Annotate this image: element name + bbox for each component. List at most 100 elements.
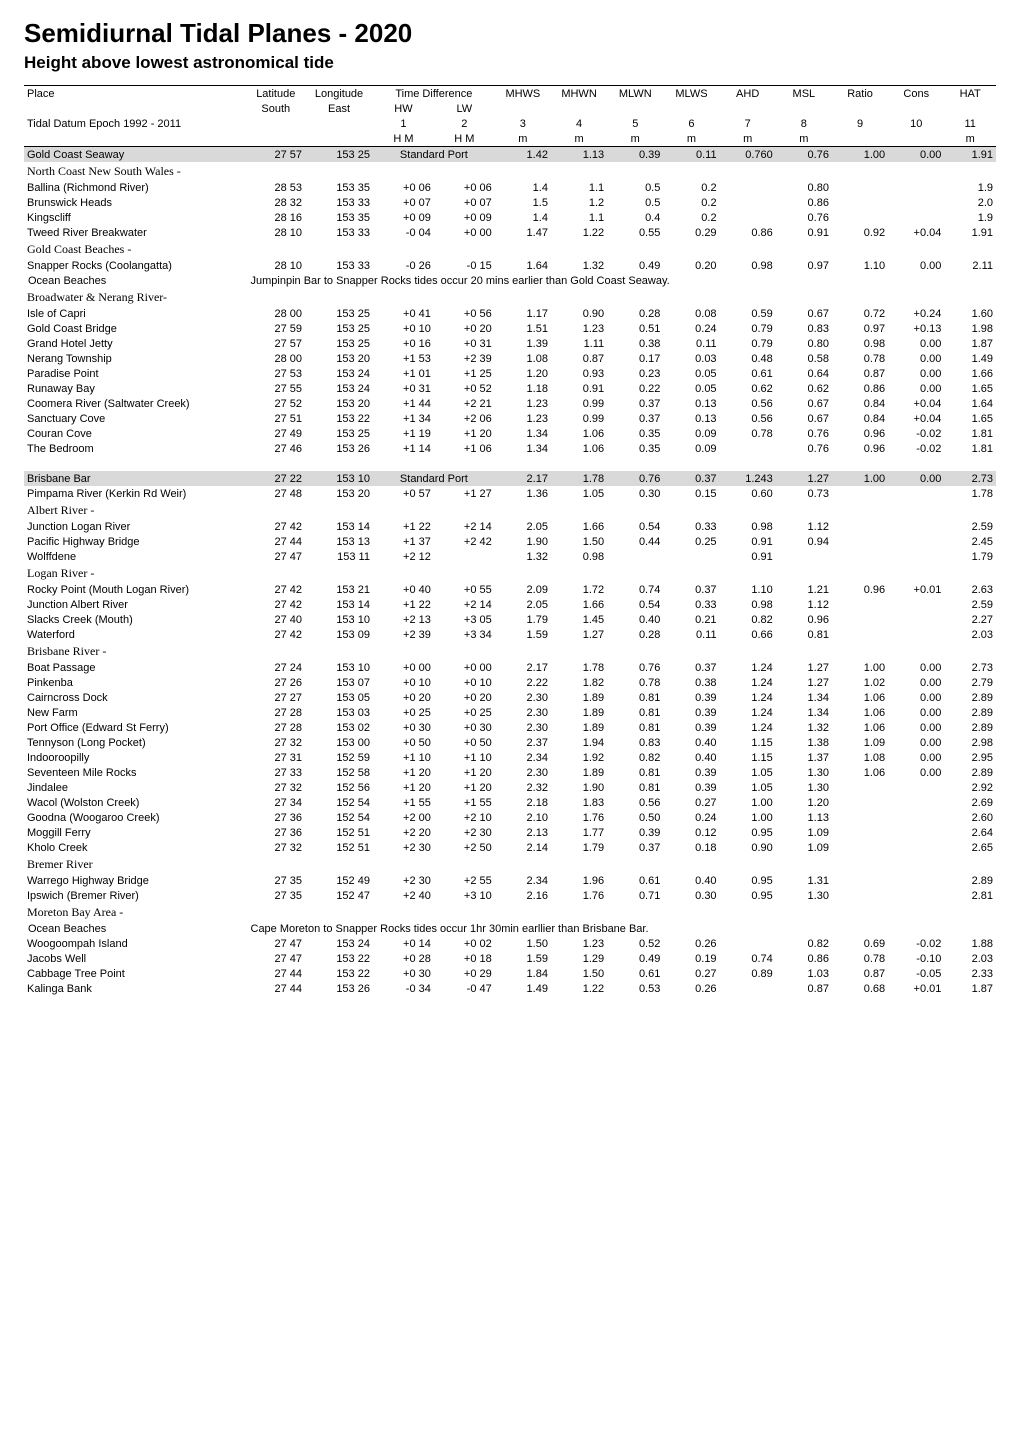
table-row: North Coast New South Wales - — [24, 162, 996, 180]
place-name: Junction Albert River — [24, 597, 247, 612]
place-name: Indooroopilly — [24, 750, 247, 765]
place-name: Tweed River Breakwater — [24, 225, 247, 240]
place-name: Runaway Bay — [24, 381, 247, 396]
table-row: Junction Logan River27 42153 14+1 22+2 1… — [24, 519, 996, 534]
table-row: Broadwater & Nerang River- — [24, 288, 996, 306]
place-name: Waterford — [24, 627, 247, 642]
table-row: Rocky Point (Mouth Logan River)27 42153 … — [24, 582, 996, 597]
place-name: Brisbane Bar — [24, 471, 247, 486]
page-title: Semidiurnal Tidal Planes - 2020 — [24, 18, 996, 49]
place-name: Wolffdene — [24, 549, 247, 564]
place-name: Pimpama River (Kerkin Rd Weir) — [24, 486, 247, 501]
table-row: Gold Coast Beaches - — [24, 240, 996, 258]
table-row: Seventeen Mile Rocks27 33152 58+1 20+1 2… — [24, 765, 996, 780]
table-row: Moreton Bay Area - — [24, 903, 996, 921]
table-body: Gold Coast Seaway27 57153 25Standard Por… — [24, 147, 996, 997]
table-row: Couran Cove27 49153 25+1 19+1 201.341.06… — [24, 426, 996, 441]
table-row: Gold Coast Seaway27 57153 25Standard Por… — [24, 147, 996, 163]
table-row: Gold Coast Bridge27 59153 25+0 10+0 201.… — [24, 321, 996, 336]
place-name: Moggill Ferry — [24, 825, 247, 840]
table-row: Snapper Rocks (Coolangatta)28 10153 33-0… — [24, 258, 996, 273]
place-name: Warrego Highway Bridge — [24, 873, 247, 888]
place-name: Seventeen Mile Rocks — [24, 765, 247, 780]
place-name: Paradise Point — [24, 366, 247, 381]
place-name: Goodna (Woogaroo Creek) — [24, 810, 247, 825]
table-row: Paradise Point27 53153 24+1 01+1 251.200… — [24, 366, 996, 381]
section-label: Bremer River — [24, 855, 996, 873]
table-row: Sanctuary Cove27 51153 22+1 34+2 061.230… — [24, 411, 996, 426]
place-name: Slacks Creek (Mouth) — [24, 612, 247, 627]
table-row: Coomera River (Saltwater Creek)27 52153 … — [24, 396, 996, 411]
place-name: Ipswich (Bremer River) — [24, 888, 247, 903]
table-row: Pacific Highway Bridge27 44153 13+1 37+2… — [24, 534, 996, 549]
table-row: Indooroopilly27 31152 59+1 10+1 102.341.… — [24, 750, 996, 765]
place-name: Port Office (Edward St Ferry) — [24, 720, 247, 735]
place-name: Pacific Highway Bridge — [24, 534, 247, 549]
table-row: Wacol (Wolston Creek)27 34152 54+1 55+1 … — [24, 795, 996, 810]
place-name: Cabbage Tree Point — [24, 966, 247, 981]
hdr-msl: MSL — [776, 86, 832, 102]
hdr-hat: HAT — [944, 86, 996, 102]
table-row: Logan River - — [24, 564, 996, 582]
table-row: Brunswick Heads28 32153 33+0 07+0 071.51… — [24, 195, 996, 210]
hdr-mhwn: MHWN — [551, 86, 607, 102]
table-row: Wolffdene27 47153 11+2 121.320.980.911.7… — [24, 549, 996, 564]
table-row: The Bedroom27 46153 26+1 14+1 061.341.06… — [24, 441, 996, 456]
place-name: The Bedroom — [24, 441, 247, 456]
note-text: Jumpinpin Bar to Snapper Rocks tides occ… — [247, 273, 997, 288]
standard-port-label: Standard Port — [373, 471, 495, 486]
hdr-mlwn: MLWN — [607, 86, 663, 102]
table-row — [24, 456, 996, 471]
place-name: Jacobs Well — [24, 951, 247, 966]
section-label: North Coast New South Wales - — [24, 162, 996, 180]
page: Semidiurnal Tidal Planes - 2020 Height a… — [0, 0, 1020, 1020]
table-row: Cabbage Tree Point27 44153 22+0 30+0 291… — [24, 966, 996, 981]
place-name: New Farm — [24, 705, 247, 720]
table-row: New Farm27 28153 03+0 25+0 252.301.890.8… — [24, 705, 996, 720]
table-row: Jacobs Well27 47153 22+0 28+0 181.591.29… — [24, 951, 996, 966]
table-row: Woogoompah Island27 47153 24+0 14+0 021.… — [24, 936, 996, 951]
place-name: Isle of Capri — [24, 306, 247, 321]
section-label: Gold Coast Beaches - — [24, 240, 996, 258]
table-row: Grand Hotel Jetty27 57153 25+0 16+0 311.… — [24, 336, 996, 351]
hdr-mhws: MHWS — [495, 86, 551, 102]
table-row: Waterford27 42153 09+2 39+3 341.591.270.… — [24, 627, 996, 642]
table-row: Brisbane River - — [24, 642, 996, 660]
standard-port-label: Standard Port — [373, 147, 495, 163]
table-row: Kholo Creek27 32152 51+2 30+2 502.141.79… — [24, 840, 996, 855]
table-row: Cairncross Dock27 27153 05+0 20+0 202.30… — [24, 690, 996, 705]
place-name: Jindalee — [24, 780, 247, 795]
table-row: Warrego Highway Bridge27 35152 49+2 30+2… — [24, 873, 996, 888]
hdr-place: Place — [24, 86, 247, 102]
hdr-hw: HW — [373, 101, 434, 116]
page-subtitle: Height above lowest astronomical tide — [24, 53, 996, 73]
place-name: Kholo Creek — [24, 840, 247, 855]
table-row: Jindalee27 32152 56+1 20+1 202.321.900.8… — [24, 780, 996, 795]
table-row: Ipswich (Bremer River)27 35152 47+2 40+3… — [24, 888, 996, 903]
note-text: Cape Moreton to Snapper Rocks tides occu… — [247, 921, 997, 936]
table-row: Ballina (Richmond River)28 53153 35+0 06… — [24, 180, 996, 195]
hdr-ahd: AHD — [720, 86, 776, 102]
hdr-south: South — [247, 101, 306, 116]
table-row: Tweed River Breakwater28 10153 33-0 04+0… — [24, 225, 996, 240]
hdr-lon: Longitude — [305, 86, 373, 102]
place-name: Coomera River (Saltwater Creek) — [24, 396, 247, 411]
table-row: Tennyson (Long Pocket)27 32153 00+0 50+0… — [24, 735, 996, 750]
hdr-epoch: Tidal Datum Epoch 1992 - 2011 — [24, 116, 247, 131]
place-name: Wacol (Wolston Creek) — [24, 795, 247, 810]
table-row: Pinkenba27 26153 07+0 10+0 102.221.820.7… — [24, 675, 996, 690]
hdr-mlws: MLWS — [663, 86, 719, 102]
hdr-cons: Cons — [888, 86, 944, 102]
section-label: Logan River - — [24, 564, 996, 582]
place-name: Gold Coast Bridge — [24, 321, 247, 336]
table-row: Nerang Township28 00153 20+1 53+2 391.08… — [24, 351, 996, 366]
place-name: Junction Logan River — [24, 519, 247, 534]
place-name: Kingscliff — [24, 210, 247, 225]
section-label: Moreton Bay Area - — [24, 903, 996, 921]
table-row: Slacks Creek (Mouth)27 40153 10+2 13+3 0… — [24, 612, 996, 627]
place-name: Ocean Beaches — [24, 921, 247, 936]
place-name: Snapper Rocks (Coolangatta) — [24, 258, 247, 273]
table-row: Kalinga Bank27 44153 26-0 34-0 471.491.2… — [24, 981, 996, 996]
section-label: Broadwater & Nerang River- — [24, 288, 996, 306]
hdr-ratio: Ratio — [832, 86, 888, 102]
